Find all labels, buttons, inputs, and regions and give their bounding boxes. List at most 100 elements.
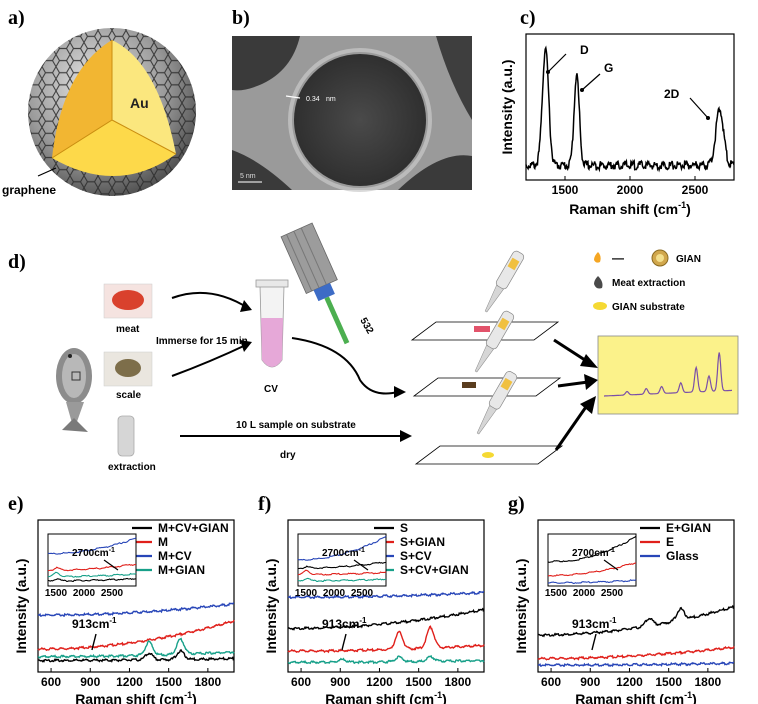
x-tick-label: 1500 [155,675,182,689]
inset-frame [297,533,387,587]
peak-label-d: D [580,43,589,57]
panel-label-a: a) [8,7,25,29]
sers-spectrum-box [597,335,739,415]
peak-913-arrow [341,633,347,651]
inset-x-tick-label: 1500 [295,588,318,599]
x-tick-label: 1800 [695,675,722,689]
series-line-e-gian [537,604,735,638]
raman-series-line [525,45,735,173]
x-tick-label: 1500 [552,183,579,197]
inset-x-tick-label: 2500 [101,588,124,599]
inset-series-line [47,571,137,578]
laser-wavelength-label: 532 [357,316,375,336]
inset-frame [547,533,637,587]
x-tick-label: 1200 [116,675,143,689]
au-core-face-3 [52,120,176,177]
inset-x-tick-label: 1500 [545,588,568,599]
panel-label-e: e) [8,493,24,515]
pipette-3 [476,371,518,435]
legend-label: M [158,535,168,549]
inset-series-line [547,535,637,563]
inset-arrow [603,559,619,571]
series-line-s-cv-gian [287,654,485,665]
cv-label: CV [264,384,278,395]
series-line-m-gian [37,637,235,659]
laser-device [280,222,350,345]
x-axis-label: Raman shift (cm-1) [569,200,691,217]
peak-913-annotation: 913cm-1 [72,616,117,631]
y-axis-label: Intensity (a.u.) [499,60,515,155]
series-line-s [287,607,485,631]
x-tick-label: 900 [330,675,350,689]
immerse-label: Immerse for 15 min [156,336,248,347]
inset-x-tick-label: 2500 [351,588,374,599]
panel-label-c: c) [520,7,536,29]
peak-913-annotation: 913cm-1 [322,616,367,631]
legend-dash: — [612,251,624,265]
legend-label: E [666,535,674,549]
series-line-m-cv-gian [37,649,235,663]
workflow-schematic: meat scale extraction Immerse for 15 min… [56,222,739,473]
pipette-2 [474,310,515,373]
extraction-label: extraction [108,462,156,473]
series-line-glass [537,661,735,668]
panel-label-f: f) [258,493,271,515]
inset-series-line [298,561,386,570]
inset-arrow [103,559,119,571]
series-line-s-cv [287,590,484,600]
x-axis-label: Raman shift (cm-1) [325,690,447,704]
au-core-face-2 [52,40,112,158]
plot-frame [525,33,735,181]
peak-913-arrow [91,633,97,651]
scale-label: scale [116,390,141,401]
x-tick-label: 900 [80,675,100,689]
x-tick-label: 1500 [405,675,432,689]
peak-arrow [547,53,567,73]
inset-annotation: 2700cm-1 [322,547,365,559]
inset-x-tick-label: 2500 [601,588,624,599]
graphene-label: graphene [2,183,56,197]
x-tick-label: 600 [291,675,311,689]
x-axis-label: Raman shift (cm-1) [575,690,697,704]
inset-series-line [297,535,387,561]
plot-frame [287,519,485,673]
plot-frame [537,519,735,673]
inset-series-line [297,577,387,582]
x-tick-label: 600 [41,675,61,689]
inset-series-line [548,562,637,577]
inset-x-tick-label: 2000 [573,588,596,599]
substrate-2 [412,377,562,397]
plot-frame [37,519,235,673]
tem-image: 0.34 nm 5 nm [232,36,472,192]
workflow-legend: — GIAN Meat extraction GIAN substrate [593,249,701,313]
legend-label: S+GIAN [400,535,445,549]
inset-arrow [353,559,369,571]
legend-label: S+CV [400,549,432,563]
meat-extraction-drop-icon [594,276,603,289]
meat-sample [112,290,144,310]
extraction-vial [117,415,135,457]
sers-spectrum-line [604,352,732,397]
raman-chart-c: 1500 2000 2500 D G 2D Intensity (a.u.) Raman sh… [499,33,735,217]
x-tick-label: 1200 [616,675,643,689]
substrate-1 [410,321,560,341]
x-tick-label: 2000 [617,183,644,197]
panel-label-b: b) [232,7,250,29]
inset-x-tick-label: 1500 [45,588,68,599]
panel-label-d: d) [8,251,26,273]
y-axis-label: Intensity (a.u.) [513,559,529,654]
peak-label-2d: 2D [664,87,680,101]
lattice-spacing-value: 0.34 [306,96,320,103]
legend-gian: GIAN [676,254,701,265]
x-tick-label: 2500 [682,183,709,197]
legend-label: M+CV [158,549,192,563]
x-tick-label: 1500 [655,675,682,689]
series-line-s-gian [287,625,485,654]
fish-illustration [56,348,92,432]
legend-label: S+CV+GIAN [400,563,469,577]
inset-annotation: 2700cm-1 [72,547,115,559]
legend-meat-extraction: Meat extraction [612,278,685,289]
